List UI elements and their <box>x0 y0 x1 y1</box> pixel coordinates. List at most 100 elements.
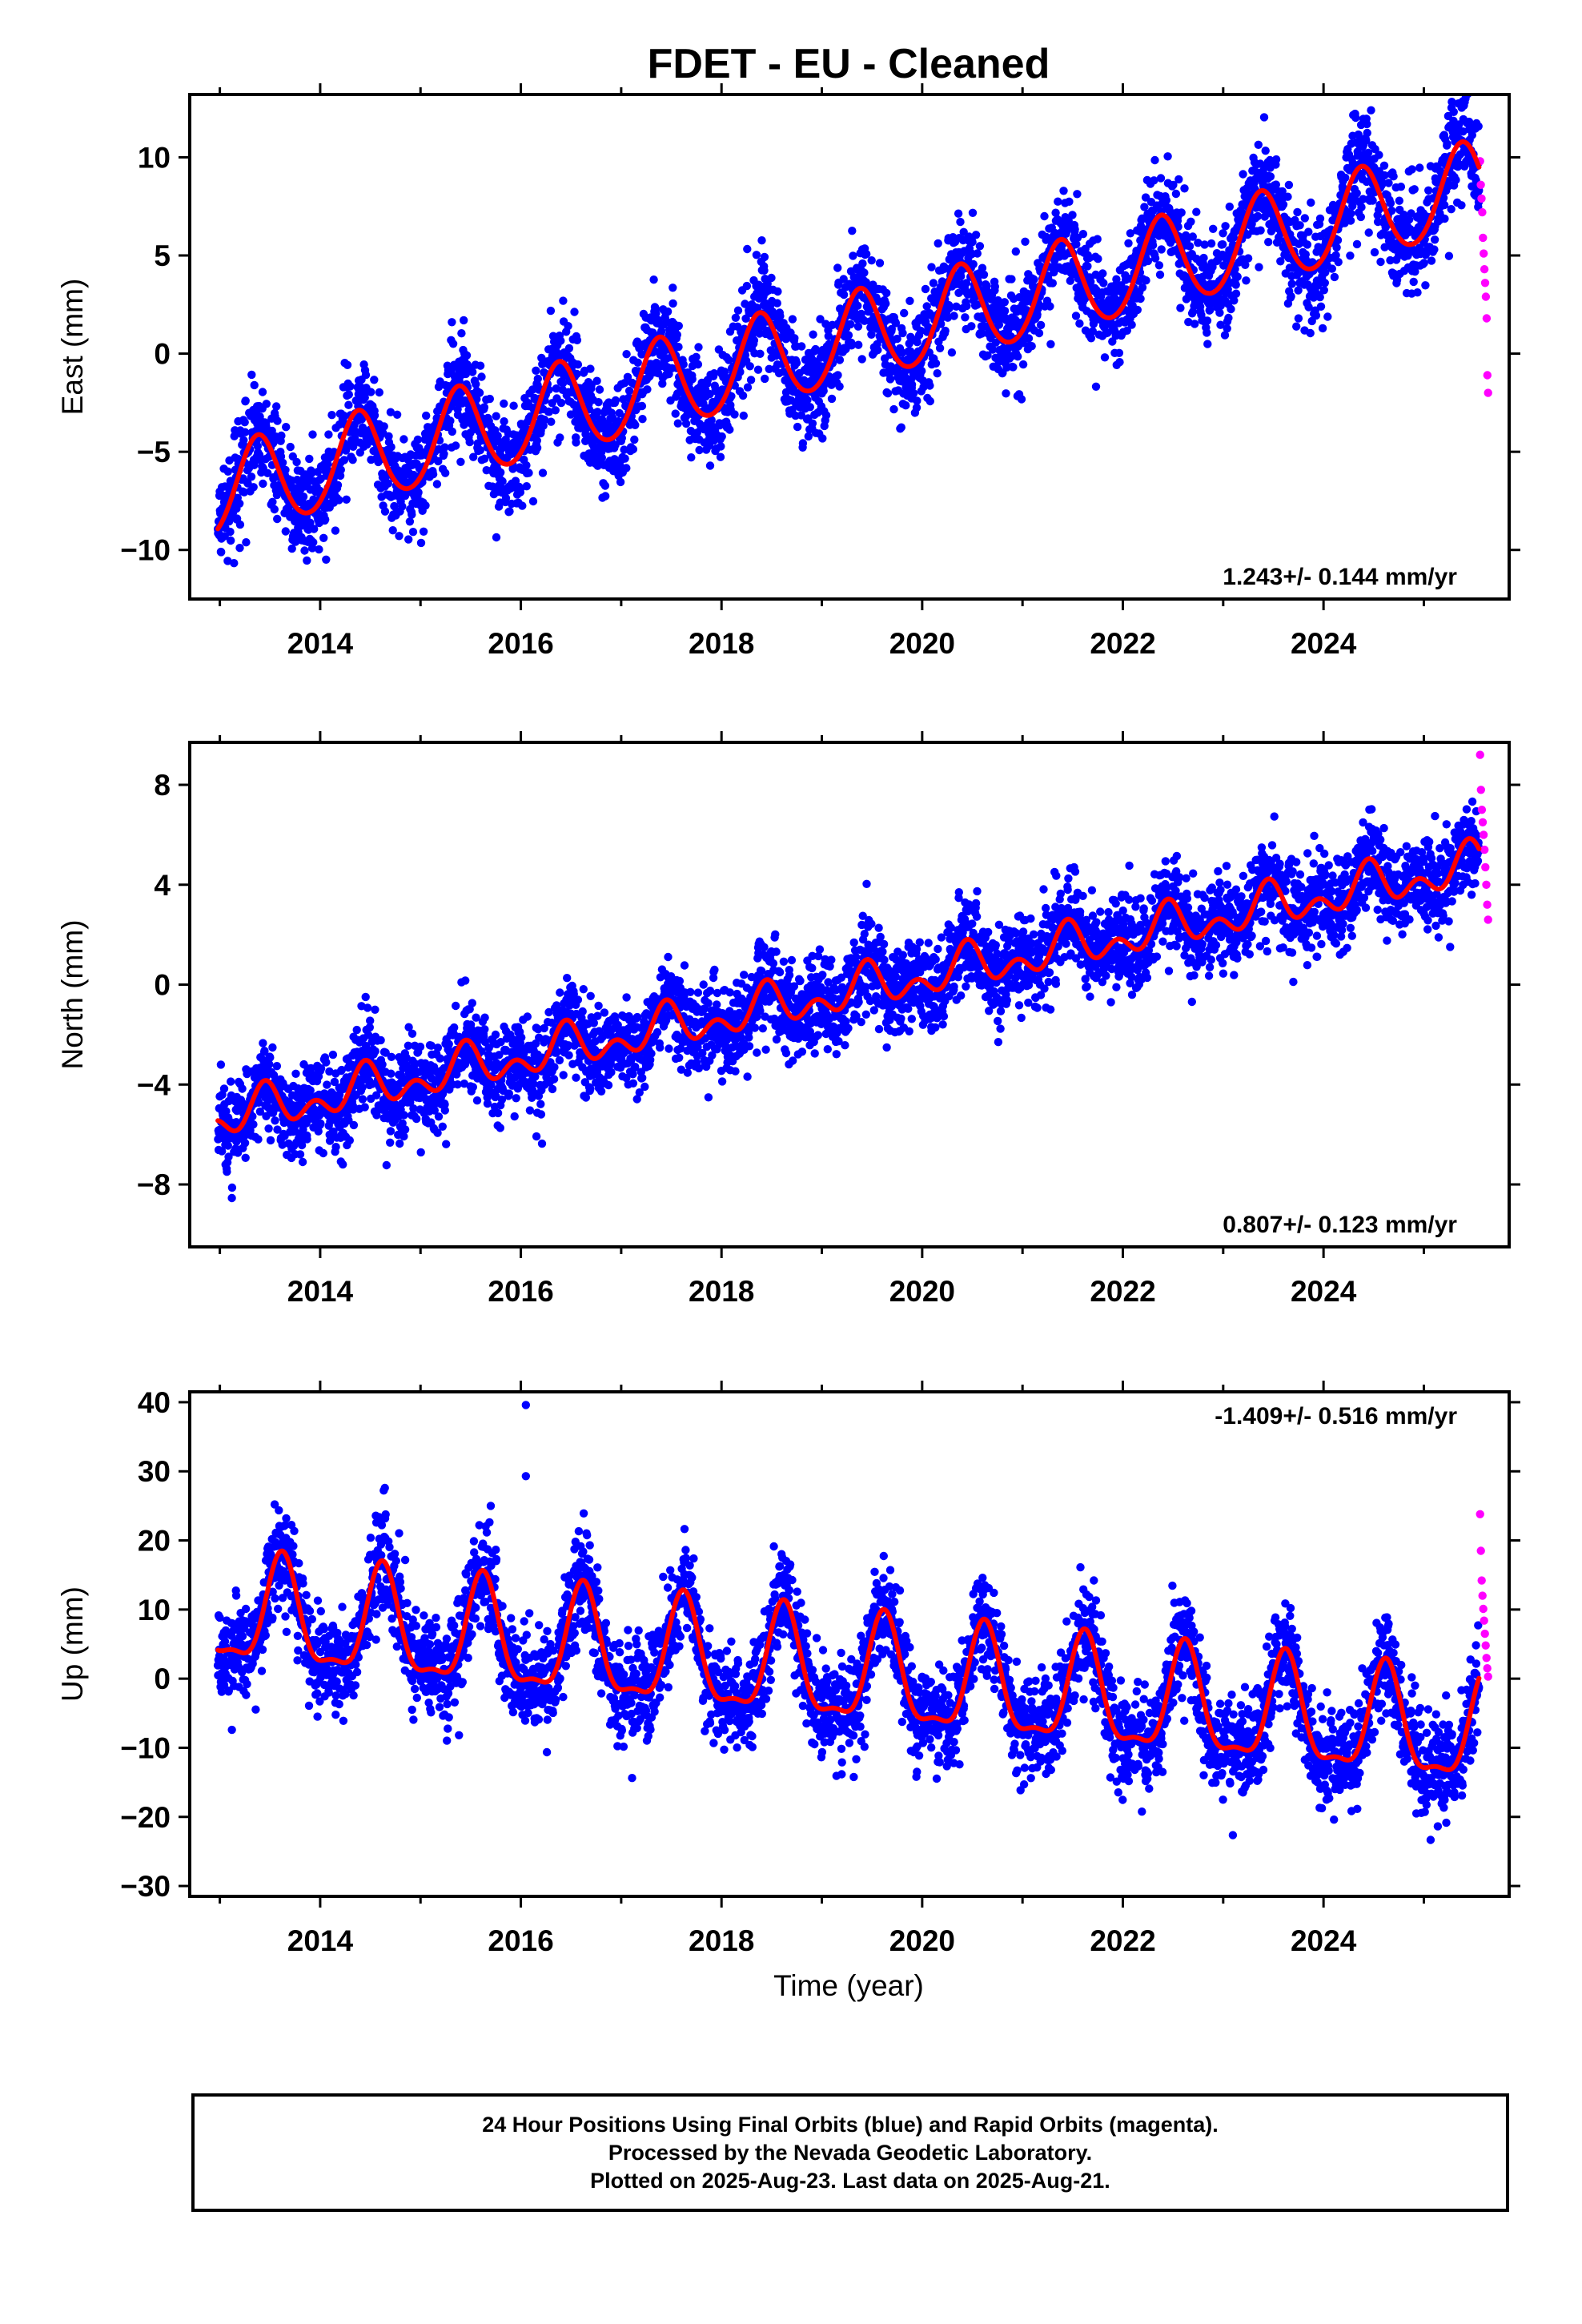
north-data-point <box>358 1095 367 1104</box>
east-data-point <box>630 435 639 444</box>
east-data-point <box>601 492 610 501</box>
east-data-point <box>273 416 282 425</box>
east-data-point <box>854 340 863 349</box>
east-data-point <box>468 368 477 376</box>
east-data-point <box>375 388 383 397</box>
north-data-point <box>450 1023 459 1032</box>
east-rapid-point <box>1482 314 1492 323</box>
north-data-layer <box>214 750 1492 1203</box>
east-data-point <box>1078 230 1088 239</box>
north-data-point <box>396 1139 404 1148</box>
east-data-point <box>1227 304 1235 314</box>
east-data-point <box>1155 270 1165 279</box>
east-data-point <box>808 419 817 428</box>
east-data-point <box>934 239 942 248</box>
east-data-point <box>390 501 399 511</box>
east-data-point <box>485 394 494 404</box>
east-data-point <box>440 443 449 452</box>
east-data-point <box>756 349 765 358</box>
east-data-point <box>1185 242 1195 251</box>
east-data-point <box>741 300 749 308</box>
north-data-point <box>316 1119 325 1128</box>
east-data-point <box>1048 279 1058 287</box>
east-rapid-point <box>1478 207 1487 217</box>
east-data-point <box>803 396 812 404</box>
east-data-point <box>962 301 971 311</box>
x-tick-label: 2016 <box>488 627 553 660</box>
east-data-point <box>324 430 333 439</box>
east-data-point <box>679 360 688 369</box>
east-data-point <box>1357 203 1366 211</box>
east-data-point <box>428 470 438 479</box>
east-data-point <box>360 393 369 402</box>
east-data-point <box>804 432 813 441</box>
east-data-point <box>1352 189 1361 198</box>
north-data-point <box>272 1062 282 1071</box>
east-data-point <box>805 403 814 412</box>
east-data-point <box>709 369 719 378</box>
east-data-point <box>1221 222 1230 231</box>
east-data-point <box>422 411 431 420</box>
east-data-point <box>559 296 568 305</box>
east-data-point <box>1259 113 1269 122</box>
east-data-point <box>1142 276 1150 285</box>
east-data-point <box>415 444 424 452</box>
north-data-point <box>461 976 470 985</box>
east-data-point <box>469 452 478 461</box>
east-data-point <box>867 330 876 339</box>
east-data-point <box>816 315 825 324</box>
east-rate-annotation: 1.243+/- 0.144 mm/yr <box>1223 564 1457 590</box>
east-data-point <box>687 453 696 462</box>
east-data-point <box>962 279 971 287</box>
east-data-point <box>913 338 921 347</box>
east-data-point <box>833 371 842 380</box>
north-data-point <box>468 999 476 1007</box>
east-data-point <box>898 328 907 338</box>
east-data-point <box>1315 214 1325 223</box>
east-data-point <box>637 401 647 411</box>
east-data-point <box>476 361 485 370</box>
east-data-point <box>303 556 311 565</box>
east-data-point <box>421 501 430 510</box>
east-data-point <box>811 344 820 354</box>
east-data-point <box>465 437 474 447</box>
east-data-point <box>1427 256 1436 265</box>
east-data-point <box>593 408 602 416</box>
east-data-point <box>1341 173 1350 183</box>
north-data-point <box>480 1025 489 1034</box>
north-data-point <box>433 1043 443 1052</box>
east-data-point <box>1452 175 1460 184</box>
north-data-point <box>442 1140 451 1148</box>
east-data-point <box>1363 128 1371 138</box>
east-data-point <box>933 369 942 378</box>
east-data-point <box>508 464 517 473</box>
east-data-point <box>931 359 941 368</box>
east-data-point <box>253 441 262 451</box>
east-data-point <box>408 510 416 519</box>
east-data-point <box>1243 254 1253 263</box>
east-data-point <box>1287 279 1296 288</box>
north-data-point <box>371 1047 379 1055</box>
east-data-point <box>1407 165 1416 174</box>
east-data-point <box>1017 395 1026 404</box>
east-data-point <box>1389 172 1398 181</box>
east-data-point <box>1287 292 1295 301</box>
east-data-point <box>905 296 914 305</box>
x-tick-label: 2018 <box>689 627 754 660</box>
east-data-point <box>1091 382 1101 391</box>
east-data-point <box>452 441 460 450</box>
east-data-point <box>240 428 250 436</box>
east-rapid-point <box>1479 233 1488 243</box>
east-data-point <box>1225 202 1235 211</box>
east-data-point <box>308 430 317 439</box>
east-data-point <box>821 320 830 328</box>
east-data-point <box>900 308 909 318</box>
east-data-point <box>921 284 930 294</box>
east-data-point <box>573 360 583 369</box>
east-data-point <box>968 238 977 247</box>
east-data-point <box>1430 235 1439 244</box>
east-data-point <box>281 465 290 474</box>
east-data-point <box>367 388 375 396</box>
east-data-point <box>1410 185 1419 194</box>
east-data-point <box>961 313 970 322</box>
